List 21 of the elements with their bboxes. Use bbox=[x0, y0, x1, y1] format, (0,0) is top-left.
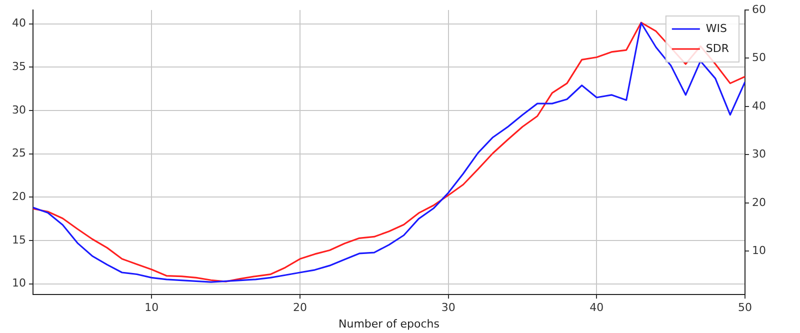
legend-label: SDR bbox=[706, 42, 730, 55]
y-tick-label: 15 bbox=[12, 233, 26, 246]
y-tick-label: 10 bbox=[12, 276, 26, 290]
y2-tick-label: 50 bbox=[752, 51, 766, 64]
y-tick-label: 40 bbox=[12, 16, 26, 30]
y2-tick-label: 20 bbox=[752, 196, 766, 209]
y2-tick-label: 40 bbox=[752, 99, 766, 112]
y-tick-label: 25 bbox=[12, 146, 26, 160]
y-tick-label: 20 bbox=[12, 190, 26, 203]
legend-label: WIS bbox=[706, 22, 728, 35]
y-tick-label: 35 bbox=[12, 60, 26, 74]
y2-tick-label: 10 bbox=[752, 244, 766, 258]
x-tick-label: 30 bbox=[441, 301, 456, 314]
y2-tick-label: 30 bbox=[752, 148, 766, 161]
y-tick-label: 30 bbox=[12, 103, 26, 116]
x-tick-label: 10 bbox=[144, 301, 159, 314]
x-tick-label: 40 bbox=[590, 301, 604, 314]
y2-tick-label: 60 bbox=[752, 2, 766, 16]
x-tick-label: 50 bbox=[738, 301, 752, 314]
x-tick-label: 20 bbox=[293, 301, 307, 314]
x-axis-title: Number of epochs bbox=[338, 317, 440, 330]
